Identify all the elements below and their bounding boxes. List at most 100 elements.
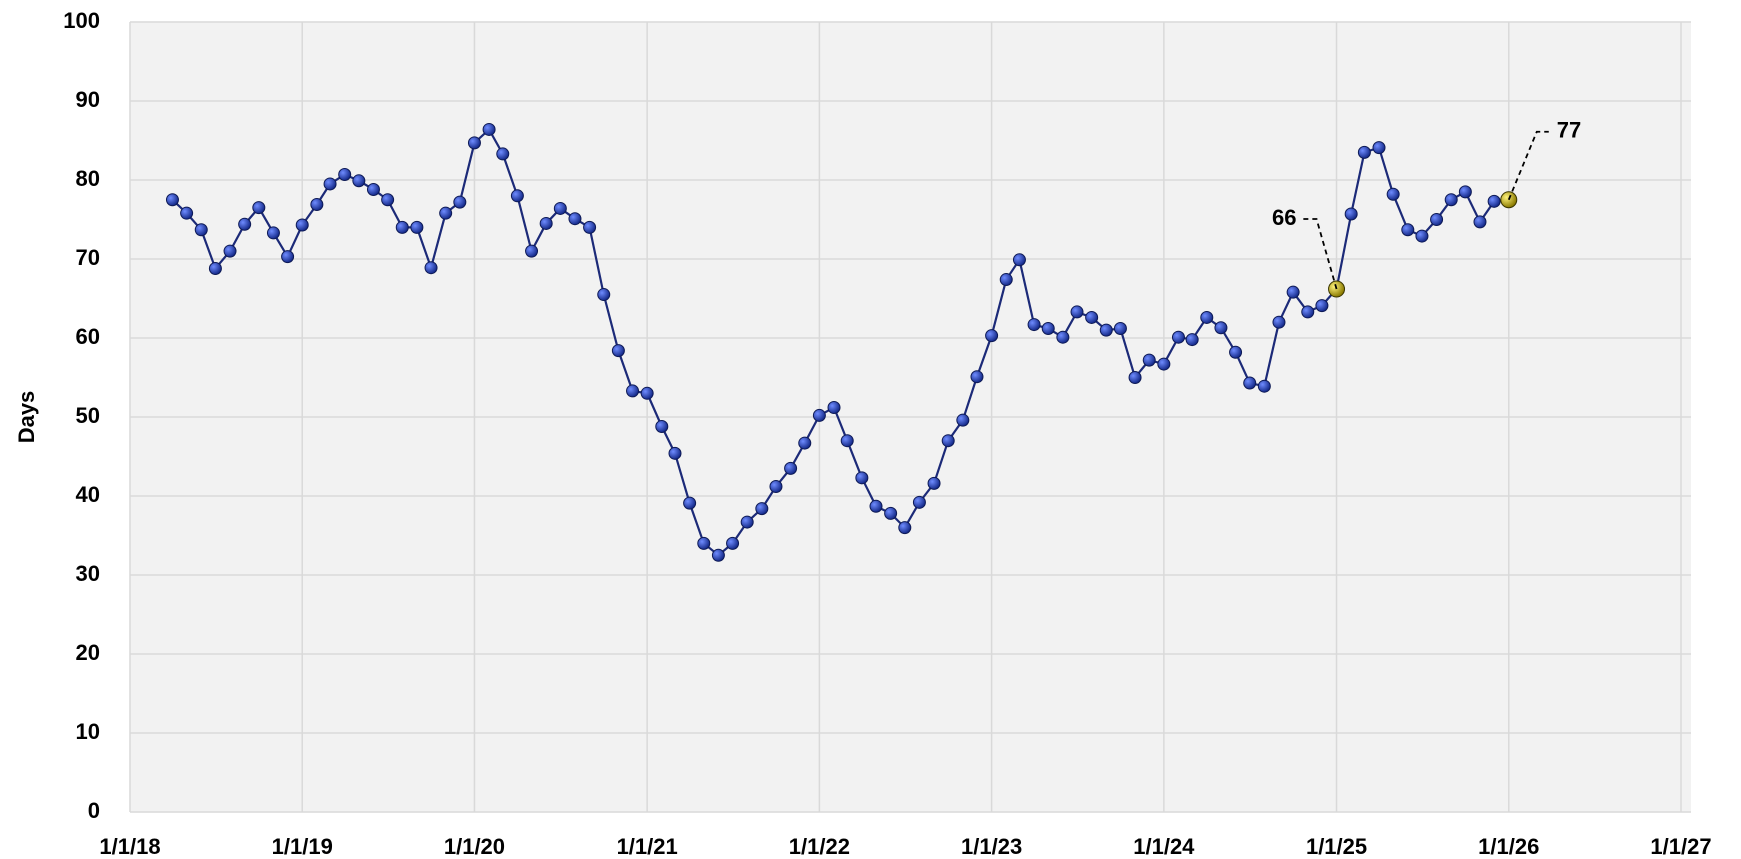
y-tick-label: 50: [76, 403, 100, 428]
marker: [194, 223, 208, 237]
marker: [281, 250, 295, 264]
marker: [1171, 330, 1185, 344]
x-tick-label: 1/1/24: [1133, 834, 1195, 859]
y-tick-label: 20: [76, 640, 100, 665]
y-tick-label: 10: [76, 719, 100, 744]
marker: [1487, 194, 1501, 208]
marker: [238, 217, 252, 231]
marker: [697, 536, 711, 550]
marker: [539, 216, 553, 230]
marker: [1012, 253, 1026, 267]
marker: [1157, 357, 1171, 371]
label-leader: [1507, 130, 1549, 201]
x-tick-label: 1/1/22: [789, 834, 850, 859]
marker: [266, 226, 280, 240]
marker: [395, 220, 409, 234]
marker: [1085, 310, 1099, 324]
marker: [640, 386, 654, 400]
marker: [970, 370, 984, 384]
y-tick-label: 60: [76, 324, 100, 349]
marker: [1386, 187, 1400, 201]
marker: [553, 201, 567, 215]
marker: [912, 495, 926, 509]
marker: [180, 206, 194, 220]
marker: [410, 220, 424, 234]
marker: [927, 476, 941, 490]
y-tick-label: 40: [76, 482, 100, 507]
marker: [1357, 145, 1371, 159]
marker: [1142, 353, 1156, 367]
marker: [1257, 379, 1271, 393]
marker: [827, 401, 841, 415]
marker: [1415, 229, 1429, 243]
x-tick-label: 1/1/23: [961, 834, 1022, 859]
marker: [1200, 310, 1214, 324]
marker: [381, 193, 395, 207]
marker: [1444, 193, 1458, 207]
marker: [1458, 185, 1472, 199]
marker: [812, 408, 826, 422]
marker: [510, 189, 524, 203]
marker: [424, 261, 438, 275]
marker: [323, 177, 337, 191]
marker: [1315, 299, 1329, 313]
marker: [295, 218, 309, 232]
marker: [798, 436, 812, 450]
data-label: 77: [1557, 118, 1581, 143]
marker: [1401, 223, 1415, 237]
marker: [956, 413, 970, 427]
marker: [711, 548, 725, 562]
marker: [1272, 315, 1286, 329]
marker: [1344, 207, 1358, 221]
marker: [784, 461, 798, 475]
marker: [1301, 305, 1315, 319]
marker: [655, 419, 669, 433]
marker: [898, 521, 912, 535]
marker: [1372, 141, 1386, 155]
marker: [726, 536, 740, 550]
marker: [583, 220, 597, 234]
marker: [1113, 322, 1127, 336]
x-tick-label: 1/1/26: [1478, 834, 1539, 859]
marker: [1430, 213, 1444, 226]
marker: [1128, 371, 1142, 384]
marker: [941, 434, 955, 448]
x-tick-label: 1/1/20: [444, 834, 505, 859]
x-tick-label: 1/1/18: [99, 834, 160, 859]
marker: [769, 480, 783, 494]
marker: [208, 261, 222, 275]
marker: [467, 136, 481, 150]
y-tick-label: 80: [76, 166, 100, 191]
marker: [1041, 322, 1055, 336]
marker: [1185, 333, 1199, 347]
y-tick-label: 30: [76, 561, 100, 586]
marker: [338, 167, 352, 181]
marker: [869, 499, 883, 513]
y-tick-label: 100: [63, 8, 100, 33]
marker: [840, 434, 854, 448]
y-tick-label: 70: [76, 245, 100, 270]
marker: [1286, 285, 1300, 299]
marker: [1099, 323, 1113, 337]
marker: [366, 182, 380, 196]
marker: [985, 329, 999, 343]
y-axis-label: Days: [14, 391, 39, 444]
marker: [755, 502, 769, 516]
marker: [740, 515, 754, 529]
marker: [525, 244, 539, 258]
label-leader: [1302, 218, 1338, 290]
marker: [165, 193, 179, 207]
marker: [352, 174, 366, 188]
x-tick-label: 1/1/19: [272, 834, 333, 859]
marker: [310, 197, 324, 211]
marker: [453, 195, 467, 209]
data-label: 66: [1272, 205, 1296, 230]
marker: [1214, 321, 1228, 335]
marker: [1027, 318, 1041, 332]
marker: [223, 244, 237, 258]
marker: [1056, 330, 1070, 344]
marker: [1473, 215, 1487, 229]
marker: [482, 122, 496, 136]
marker: [1070, 305, 1084, 319]
